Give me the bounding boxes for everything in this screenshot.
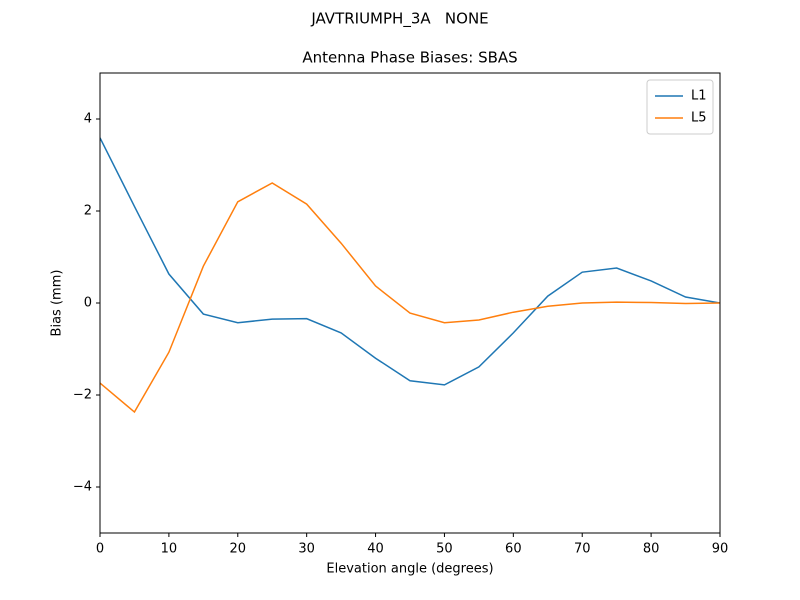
- y-tick-label: −4: [73, 480, 92, 495]
- line-series: [100, 137, 720, 386]
- x-tick-label: 30: [298, 542, 315, 557]
- x-tick-label: 90: [712, 542, 729, 557]
- x-tick-label: 20: [230, 542, 247, 557]
- x-tick-label: 60: [505, 542, 522, 557]
- y-tick-label: 0: [84, 296, 92, 311]
- legend-label: L5: [691, 111, 707, 126]
- chart-title: Antenna Phase Biases: SBAS: [302, 49, 517, 67]
- line-series: [100, 182, 720, 414]
- x-tick-label: 0: [96, 542, 104, 557]
- y-tick-label: 2: [84, 204, 92, 219]
- x-tick-label: 80: [643, 542, 660, 557]
- y-axis-label: Bias (mm): [50, 270, 65, 337]
- y-tick-label: 4: [84, 112, 92, 127]
- x-tick-label: 10: [161, 542, 178, 557]
- legend-label: L1: [691, 89, 707, 104]
- x-tick-label: 40: [367, 542, 384, 557]
- suptitle: JAVTRIUMPH_3A NONE: [310, 10, 488, 29]
- x-tick-label: 50: [436, 542, 453, 557]
- y-tick-label: −2: [73, 388, 92, 403]
- legend-box: [646, 79, 714, 135]
- x-axis-label: Elevation angle (degrees): [326, 562, 493, 577]
- x-tick-label: 70: [574, 542, 591, 557]
- plot-frame: [99, 72, 721, 534]
